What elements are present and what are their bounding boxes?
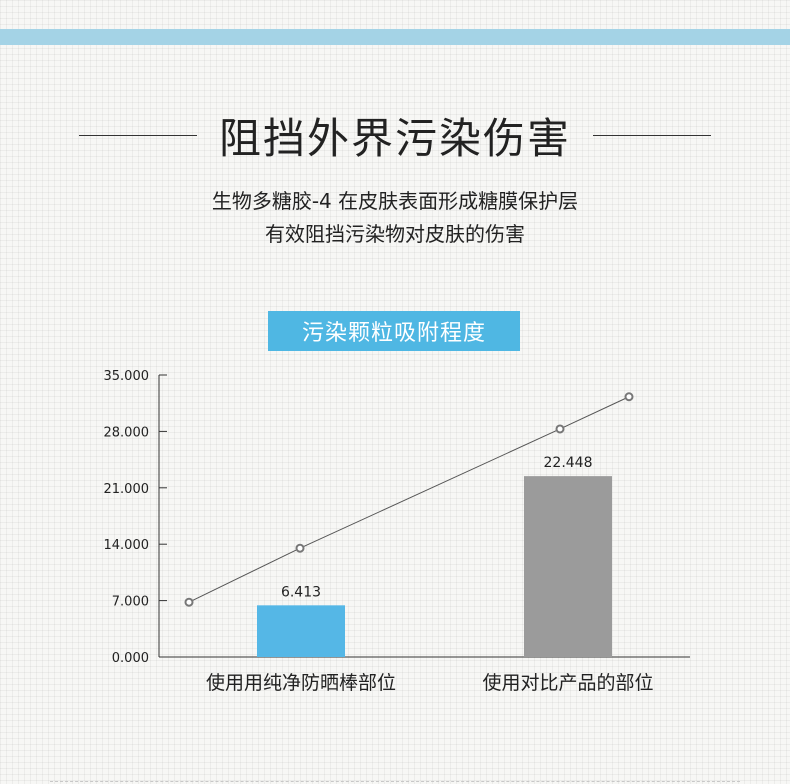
y-tick-label: 35.000 <box>104 369 150 384</box>
subtitle-line-2: 有效阻挡污染物对皮肤的伤害 <box>265 222 525 246</box>
trend-point <box>184 597 194 607</box>
x-category-label: 使用对比产品的部位 <box>482 672 653 694</box>
bar <box>524 476 612 657</box>
trend-point <box>295 543 305 553</box>
subtitle-line-1: 生物多糖胶-4 在皮肤表面形成糖膜保护层 <box>211 189 579 213</box>
trend-line <box>188 396 630 603</box>
y-tick-label: 28.000 <box>104 425 150 440</box>
y-tick-label: 14.000 <box>104 538 150 553</box>
page-title: 阻挡外界污染伤害 <box>218 113 571 163</box>
bar-value-label: 22.448 <box>544 455 593 471</box>
y-tick-label: 7.000 <box>112 595 149 610</box>
bottom-divider <box>50 781 740 782</box>
title-rule-right <box>593 134 711 136</box>
bar <box>257 605 345 657</box>
title-rule-left <box>78 134 197 136</box>
chart-title: 污染颗粒吸附程度 <box>268 311 520 351</box>
y-tick-label: 21.000 <box>104 482 150 497</box>
x-category-label: 使用用纯净防晒棒部位 <box>206 672 396 694</box>
y-tick-label: 0.000 <box>112 651 149 666</box>
title-row: 阻挡外界污染伤害 <box>0 104 790 166</box>
top-band <box>0 29 790 45</box>
trend-point <box>624 392 634 402</box>
bar-chart: 0.000 7.000 14.000 21.000 28.000 35.000 6.413 使… <box>104 369 690 694</box>
bar-value-label: 6.413 <box>281 584 321 600</box>
trend-point <box>555 424 565 434</box>
